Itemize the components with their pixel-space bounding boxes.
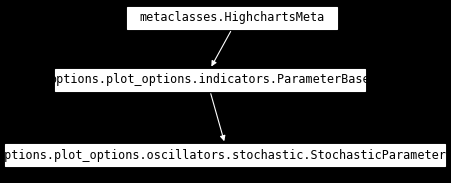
Text: options.plot_options.indicators.ParameterBase: options.plot_options.indicators.Paramete… [50, 74, 370, 87]
Text: options.plot_options.oscillators.stochastic.StochasticParameters: options.plot_options.oscillators.stochas… [0, 148, 451, 162]
Text: metaclasses.HighchartsMeta: metaclasses.HighchartsMeta [139, 12, 325, 25]
FancyBboxPatch shape [5, 144, 445, 166]
FancyBboxPatch shape [127, 7, 337, 29]
FancyBboxPatch shape [55, 69, 365, 91]
